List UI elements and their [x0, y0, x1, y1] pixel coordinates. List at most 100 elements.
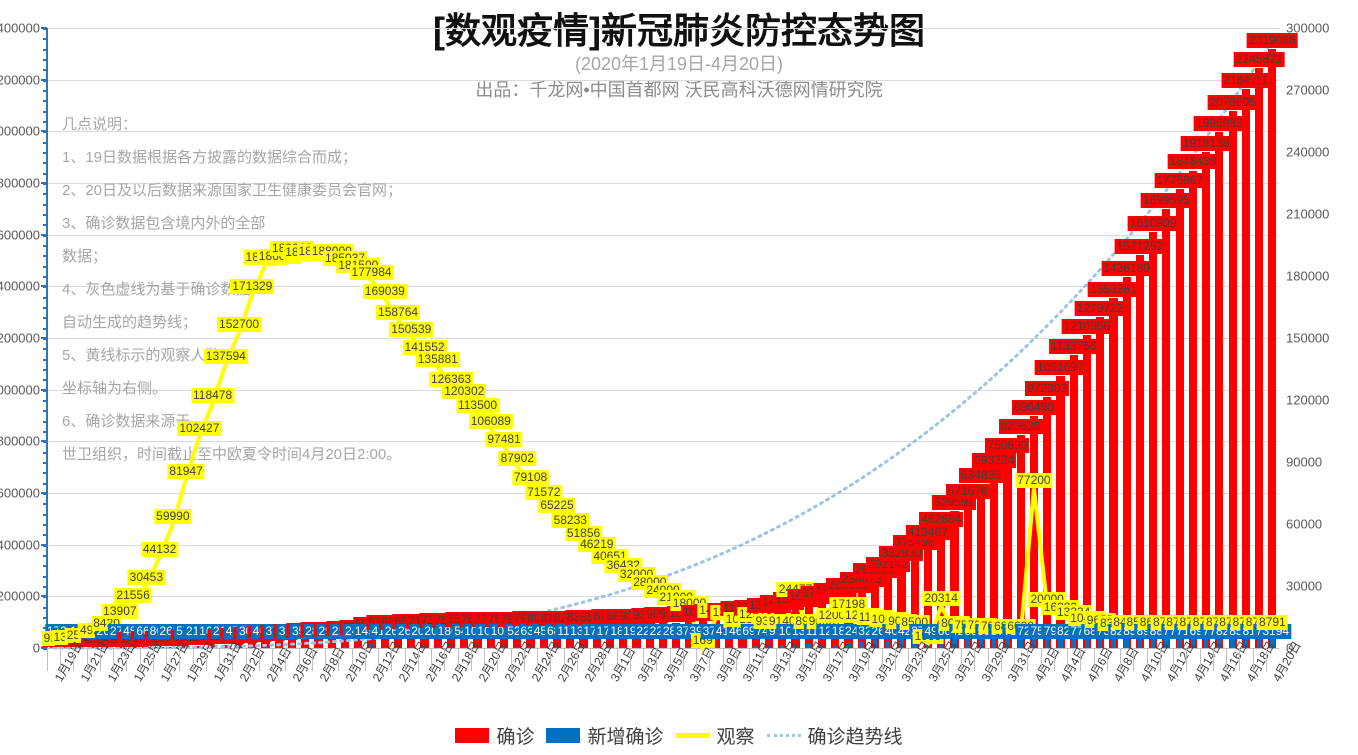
x-axis-tick: [1212, 649, 1214, 671]
label-observation: 87902: [498, 451, 536, 467]
x-axis-tick: [1080, 649, 1082, 671]
x-axis-tick: [338, 649, 340, 671]
y-axis-minor-tick: [43, 296, 47, 299]
x-axis-tick: [245, 649, 247, 671]
label-observation: 169039: [362, 283, 407, 299]
y-axis-minor-tick: [43, 472, 47, 475]
y-axis-minor-tick: [43, 48, 47, 51]
x-axis-tick: [802, 649, 804, 671]
x-axis-tick: [364, 649, 366, 671]
x-axis-tick: [881, 649, 883, 671]
legend-label: 观察: [716, 726, 755, 748]
label-confirmed: 413467: [905, 525, 950, 541]
legend-item[interactable]: 确诊: [455, 722, 534, 749]
x-axis-tick-label: 3月7日: [687, 644, 719, 684]
y-axis-minor-tick: [43, 286, 47, 289]
x-axis-tick: [510, 649, 512, 671]
x-axis-tick: [205, 649, 207, 671]
x-axis-tick: [1000, 649, 1002, 671]
legend-item[interactable]: 确诊趋势线: [766, 722, 903, 749]
x-axis-tick: [484, 649, 486, 671]
y-axis-minor-tick: [43, 234, 47, 237]
legend-item[interactable]: 观察: [675, 722, 755, 749]
x-axis-tick: [643, 649, 645, 671]
x-axis-tick: [629, 649, 631, 671]
y-axis-minor-tick: [43, 596, 47, 599]
y-axis-left-tick-label: 1600000: [0, 227, 40, 243]
label-confirmed: 1521252: [1114, 239, 1166, 254]
y-axis-minor-tick: [43, 503, 47, 506]
y-axis-minor-tick: [43, 441, 47, 444]
label-confirmed: 1210956: [1061, 319, 1113, 335]
x-axis-tick: [73, 649, 75, 671]
y-axis-minor-tick: [43, 544, 47, 547]
x-axis-tick: [682, 649, 684, 671]
label-observation: 177984: [349, 265, 394, 281]
y-axis-minor-tick: [43, 338, 47, 340]
x-axis-tick-label: 4月6日: [1084, 644, 1116, 684]
y-axis-minor-tick: [43, 389, 47, 392]
legend-swatch-icon: [675, 732, 710, 738]
y-axis-minor-tick: [43, 586, 47, 588]
x-axis-tick: [404, 649, 406, 671]
x-axis-tick: [1014, 649, 1016, 671]
x-axis-tick: [1027, 649, 1029, 671]
legend-item[interactable]: 新增确诊: [546, 722, 664, 749]
x-axis-tick: [60, 649, 62, 671]
label-confirmed: 1848439: [1167, 154, 1219, 170]
y-axis-minor-tick: [43, 172, 47, 175]
label-observation: 118478: [191, 388, 235, 404]
label-confirmed: 823626: [998, 419, 1043, 435]
x-axis-tick: [285, 649, 287, 671]
y-axis-minor-tick: [43, 131, 47, 134]
label-observation: 59990: [154, 509, 192, 525]
label-confirmed: 2319066: [1247, 32, 1298, 48]
y-axis-minor-tick: [43, 606, 47, 609]
gridline: [47, 28, 1279, 29]
y-axis-minor-tick: [43, 28, 47, 30]
x-axis-tick-label: 3月3日: [634, 644, 666, 684]
y-axis-minor-tick: [43, 79, 47, 82]
y-axis-minor-tick: [43, 193, 47, 196]
y-axis-minor-tick: [43, 38, 47, 41]
y-axis-left-line: [46, 28, 48, 649]
x-axis-tick: [841, 649, 843, 671]
x-axis-tick-label: 2月6日: [289, 644, 321, 684]
y-axis-left-labels: 0 200000 400000 600000 800000 1000000 1200000 1…: [0, 0, 40, 755]
x-axis-tick: [258, 649, 260, 671]
x-axis-tick: [987, 649, 989, 671]
x-axis-tick: [656, 649, 658, 671]
x-axis-tick: [272, 649, 274, 671]
y-axis-minor-tick: [43, 317, 47, 320]
label-confirmed: 1995983: [1194, 116, 1245, 132]
label-observation: 13907: [101, 604, 139, 620]
y-axis-minor-tick: [43, 265, 47, 268]
label-observation: 106089: [468, 413, 513, 429]
label-observation: 8791: [1257, 614, 1288, 630]
x-axis-tick: [1053, 649, 1055, 671]
label-observation: 51856: [564, 525, 603, 541]
x-axis-tick-label: 2月4日: [263, 644, 295, 684]
x-axis-tick: [934, 649, 936, 671]
legend-swatch-icon: [766, 733, 801, 737]
x-axis-tick: [470, 649, 472, 671]
label-observation: 141552: [402, 340, 447, 356]
x-axis-tick: [974, 649, 976, 671]
x-axis-tick: [735, 649, 737, 671]
label-confirmed: 1436189: [1101, 260, 1152, 276]
x-axis-tick: [1173, 649, 1175, 671]
x-axis-tick: [523, 649, 525, 671]
x-axis-tick: [47, 649, 48, 671]
y-axis-minor-tick: [43, 203, 47, 206]
x-axis-tick: [1186, 649, 1188, 671]
y-axis-minor-tick: [43, 110, 47, 113]
y-axis-minor-tick: [43, 379, 47, 382]
x-axis-tick: [457, 649, 459, 671]
x-axis-tick-label: 4月8日: [1111, 644, 1142, 684]
y-axis-right-tick-label: 240000: [1286, 144, 1330, 160]
y-axis-minor-tick: [43, 183, 47, 185]
x-axis-tick: [563, 649, 565, 671]
x-axis-tick: [1159, 649, 1161, 671]
label-observation: 171329: [230, 278, 275, 294]
x-axis-tick: [722, 649, 724, 671]
